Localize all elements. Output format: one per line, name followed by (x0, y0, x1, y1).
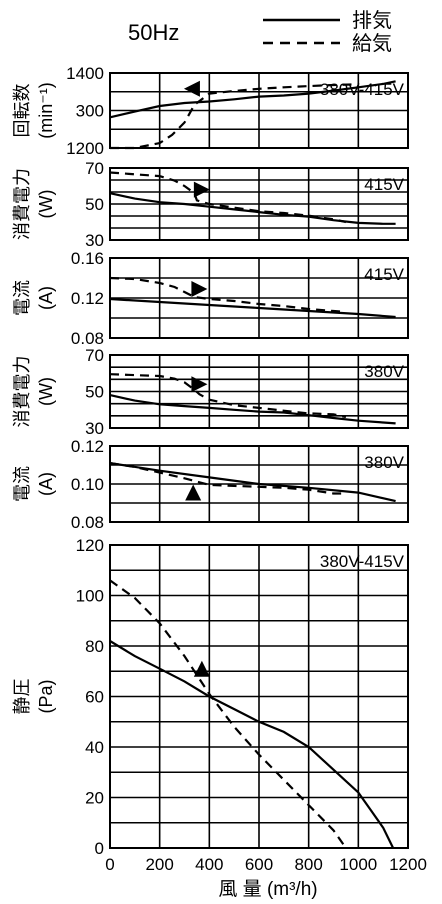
panel-voltage-label: 415V (364, 175, 404, 194)
y-tick-label: 50 (85, 195, 104, 214)
y-axis-label: 回転数 (12, 84, 32, 138)
exhaust-series-line (109, 192, 396, 225)
y-tick-label: 60 (85, 688, 104, 707)
x-tick-label: 200 (145, 855, 173, 874)
y-tick-label: 1400 (66, 64, 104, 83)
y-tick-label: 70 (85, 159, 104, 178)
y-axis-label: 消費電力 (12, 356, 32, 428)
x-tick-label: 1000 (339, 855, 377, 874)
y-tick-label: 0 (95, 839, 104, 858)
panel-voltage-label: 380V (364, 453, 404, 472)
y-axis-unit: (Pa) (36, 679, 56, 713)
panel-power380: 30 50 70 380V 消費電力 (W) (12, 346, 409, 438)
y-axis-label: 電流 (12, 280, 32, 316)
y-tick-label: 50 (85, 383, 104, 402)
operating-point-marker (191, 281, 208, 297)
y-tick-label: 0.16 (71, 249, 104, 268)
panel-power415: 30 50 70 415V 消費電力 (W) (12, 159, 409, 250)
panel-voltage-label: 415V (364, 265, 404, 284)
x-axis-label: 風 量 (m³/h) (218, 879, 317, 900)
y-axis-label: 静圧 (12, 679, 32, 715)
y-tick-label: 30 (85, 419, 104, 438)
plot-frame (109, 257, 409, 339)
panel-pressure: 0 20 40 60 80 100 120 380V-415V 静圧 (Pa) (12, 536, 409, 858)
y-tick-label: 70 (85, 346, 104, 365)
supply-series-line (110, 83, 359, 150)
y-tick-label: 100 (76, 587, 104, 606)
frequency-label: 50Hz (128, 20, 179, 45)
y-axis-unit: (min⁻¹) (36, 82, 56, 139)
y-axis-label: 電流 (12, 466, 32, 502)
exhaust-series-line (109, 297, 396, 319)
operating-point-marker (185, 484, 202, 501)
panel-current415: 0.08 0.12 0.16 415V 電流 (A) (12, 249, 409, 348)
supply-series-line (109, 373, 347, 419)
y-tick-label: 0.10 (71, 475, 104, 494)
y-tick-label: 0.08 (71, 329, 104, 348)
legend-supply-label: 給気 (352, 32, 392, 55)
plot-frame (109, 354, 409, 429)
x-tick-label: 400 (195, 855, 223, 874)
plot-frame (109, 445, 409, 523)
panel-voltage-label: 380V-415V (320, 552, 405, 571)
y-axis-unit: (A) (36, 472, 56, 496)
operating-point-marker (191, 376, 208, 393)
operating-point-marker (183, 80, 200, 97)
operating-point-marker (193, 660, 210, 677)
plot-frame (109, 544, 409, 849)
x-tick-label: 800 (294, 855, 322, 874)
y-tick-label: 0.08 (71, 513, 104, 532)
exhaust-series-line (109, 394, 396, 425)
plot-frame (109, 167, 409, 241)
legend-exhaust-label: 排気 (352, 9, 392, 32)
y-tick-label: 40 (85, 738, 104, 757)
y-tick-label: 1200 (66, 139, 104, 158)
supply-series-line (109, 276, 346, 314)
exhaust-series-line (109, 462, 396, 503)
y-axis-label: 消費電力 (12, 168, 32, 240)
panel-voltage-label: 380V (364, 362, 404, 381)
panel-current380: 0.08 0.10 0.12 380V 電流 (A) (12, 437, 409, 532)
y-tick-label: 0.12 (71, 437, 104, 456)
y-tick-label: 0.12 (71, 289, 104, 308)
x-tick-label: 600 (245, 855, 273, 874)
plot-frame (109, 72, 409, 149)
exhaust-series-line (109, 80, 396, 119)
y-tick-label: 300 (76, 102, 104, 121)
supply-series-line (109, 171, 347, 224)
supply-series-line (109, 462, 346, 495)
operating-point-marker (193, 181, 210, 198)
y-tick-label: 120 (76, 536, 104, 555)
y-tick-label: 80 (85, 637, 104, 656)
y-axis-unit: (W) (36, 377, 56, 406)
y-axis-unit: (W) (36, 190, 56, 219)
y-axis-unit: (A) (36, 286, 56, 310)
x-tick-label: 0 (105, 855, 114, 874)
x-tick-label: 1200 (389, 855, 427, 874)
y-tick-label: 30 (85, 231, 104, 250)
exhaust-series-line (109, 640, 395, 849)
y-tick-label: 20 (85, 789, 104, 808)
